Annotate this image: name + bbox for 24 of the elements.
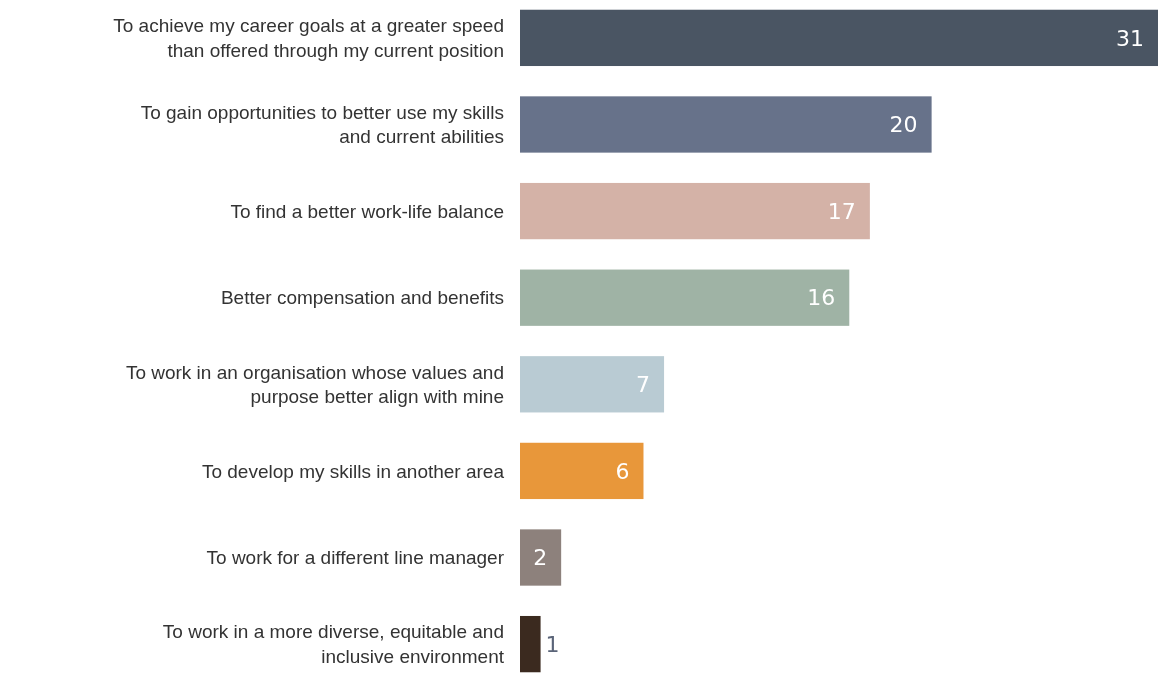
bar	[520, 529, 562, 586]
bar	[520, 182, 870, 240]
y-tick-label: To find a better work-life balance	[230, 200, 504, 222]
data-label: 6	[615, 458, 630, 484]
data-label: 16	[807, 285, 836, 311]
y-tick-label: To gain opportunities to better use my skills and current abilities	[140, 101, 504, 148]
y-tick-label: To achieve my career goals at a greater speed than offered through my current position	[113, 15, 504, 61]
bar	[520, 96, 932, 153]
y-tick-label: Better compensation and benefits	[220, 287, 504, 309]
bar	[520, 442, 644, 500]
y-tick-label: To work in an organisation whose values and purpose better align with mine	[125, 361, 504, 408]
bar	[520, 269, 850, 326]
bar	[520, 9, 1158, 67]
data-label: 1	[545, 631, 560, 657]
bar	[520, 615, 541, 673]
y-tick-label: To work for a different line manager	[206, 547, 505, 569]
data-label: 31	[1116, 25, 1144, 51]
data-label: 7	[636, 372, 651, 397]
y-tick-label: To develop my skills in another area	[201, 460, 505, 482]
y-tick-label: To work in a more diverse, equitable and inclusive environment	[162, 621, 505, 668]
data-label: 20	[889, 112, 918, 138]
data-label: 17	[827, 198, 856, 224]
data-label: 2	[533, 545, 548, 571]
bar	[520, 356, 665, 413]
